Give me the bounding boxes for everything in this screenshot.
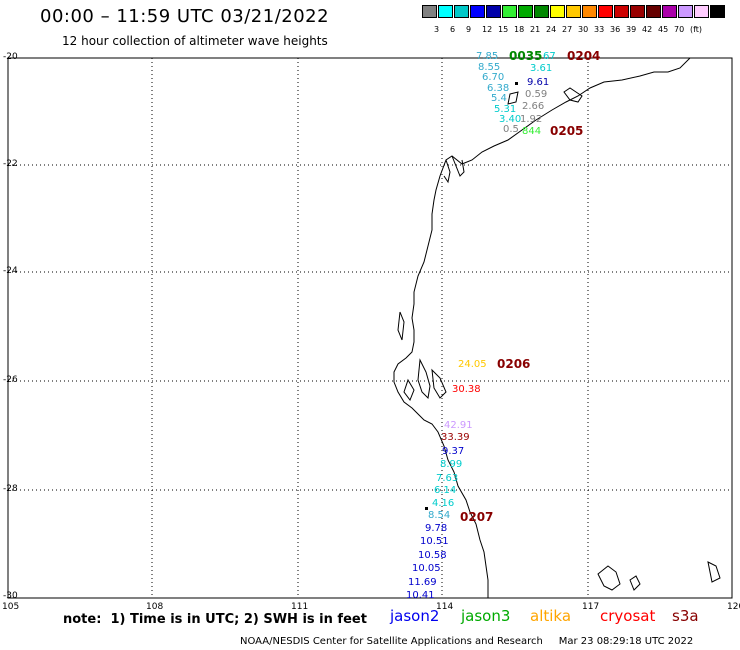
obs-label: 10.58: [418, 550, 447, 561]
lon-label: 105: [2, 602, 20, 612]
legend-label: 9: [466, 25, 472, 34]
obs-label: 5.31: [494, 104, 517, 115]
obs-label: 67: [543, 51, 556, 62]
obs-label: 24.05: [458, 359, 487, 370]
obs-label: 10.05: [412, 563, 441, 574]
legend-swatch: [470, 5, 485, 18]
obs-label: 8.55: [478, 62, 501, 73]
obs-label: 30.38: [452, 384, 481, 395]
legend-swatch: [566, 5, 581, 18]
legend-label: 24: [546, 25, 557, 34]
map-subtitle: 12 hour collection of altimeter wave hei…: [62, 34, 328, 48]
obs-label: 9.37: [442, 446, 465, 457]
lon-label: 120: [727, 602, 740, 612]
legend-label: 39: [626, 25, 637, 34]
legend-label: (ft): [690, 25, 703, 34]
lon-label: 114: [436, 602, 454, 612]
legend-label: 42: [642, 25, 653, 34]
obs-label: 9.61: [527, 77, 550, 88]
legend-label: 3: [434, 25, 440, 34]
lon-label: 108: [146, 602, 164, 612]
obs-label: 0.59: [525, 89, 548, 100]
pass-label: 0204: [567, 49, 601, 63]
lat-label: -28: [3, 484, 18, 494]
obs-label: 6.14: [434, 485, 457, 496]
legend-swatch: [550, 5, 565, 18]
obs-label: 42.91: [444, 420, 473, 431]
lat-label: -20: [3, 52, 18, 62]
legend-swatch: [518, 5, 533, 18]
credit-line: NOAA/NESDIS Center for Satellite Applica…: [240, 636, 694, 647]
obs-label: 33.39: [441, 432, 470, 443]
lon-label: 117: [582, 602, 600, 612]
legend-swatch: [454, 5, 469, 18]
legend-label: 30: [578, 25, 589, 34]
lon-label: 111: [291, 602, 309, 612]
obs-label: 5.4: [491, 93, 507, 104]
sat-label-cryosat: cryosat: [600, 607, 656, 625]
legend-swatch: [422, 5, 437, 18]
sat-label-jason3: jason3: [461, 607, 511, 625]
obs-label: 6.70: [482, 72, 505, 83]
legend-swatch: [438, 5, 453, 18]
obs-label: 3.40: [499, 114, 522, 125]
lat-label: -22: [3, 159, 18, 169]
legend-swatch: [502, 5, 517, 18]
legend-swatch: [646, 5, 661, 18]
reef-marker: [515, 82, 518, 85]
obs-label: 8.54: [428, 510, 451, 521]
legend-label: 33: [594, 25, 605, 34]
obs-label: 844: [522, 126, 542, 137]
obs-label: 6.38: [487, 83, 510, 94]
legend-label: 45: [658, 25, 669, 34]
obs-label: 3.61: [530, 63, 553, 74]
obs-label: 7.63: [436, 473, 459, 484]
map-title: 00:00 – 11:59 UTC 03/21/2022: [40, 6, 330, 27]
legend-swatch: [694, 5, 709, 18]
lat-label: -30: [3, 591, 18, 601]
pass-label: 0205: [550, 124, 584, 138]
obs-label: 11.69: [408, 577, 437, 588]
sat-label-jason2: jason2: [390, 607, 440, 625]
lat-label: -24: [3, 266, 18, 276]
legend-swatch: [710, 5, 725, 18]
map-grid: [8, 58, 732, 598]
obs-label: 4.16: [432, 498, 455, 509]
legend-swatch: [534, 5, 549, 18]
legend-label: 70: [674, 25, 685, 34]
map-frame: [7, 57, 733, 599]
legend-label: 6: [450, 25, 456, 34]
pass-label: 0207: [460, 510, 494, 524]
footer-note: note: 1) Time is in UTC; 2) SWH is in fe…: [63, 612, 367, 627]
reef-marker: [425, 507, 428, 510]
legend-swatch: [678, 5, 693, 18]
legend-swatch: [582, 5, 597, 18]
legend-swatch: [614, 5, 629, 18]
legend-swatch: [598, 5, 613, 18]
legend-label: 15: [498, 25, 509, 34]
obs-label: 0.5: [503, 124, 519, 135]
obs-label: 8.99: [440, 459, 463, 470]
obs-label: 9.78: [425, 523, 448, 534]
obs-label: 1.92: [520, 114, 543, 125]
obs-label: 10.41: [406, 590, 435, 601]
legend-label: 27: [562, 25, 573, 34]
lat-label: -26: [3, 375, 18, 385]
legend-swatch: [486, 5, 501, 18]
legend-swatch: [630, 5, 645, 18]
coastline: [393, 57, 721, 598]
legend-label: 12: [482, 25, 493, 34]
legend-swatch: [662, 5, 677, 18]
obs-label: 10.51: [420, 536, 449, 547]
pass-label: 0035: [509, 49, 543, 63]
sat-label-altika: altika: [530, 607, 572, 625]
legend-label: 18: [514, 25, 525, 34]
legend-label: 21: [530, 25, 541, 34]
legend-label: 36: [610, 25, 621, 34]
sat-label-s3a: s3a: [672, 607, 699, 625]
pass-label: 0206: [497, 357, 531, 371]
obs-label: 7.85: [476, 51, 499, 62]
obs-label: 2.66: [522, 101, 545, 112]
